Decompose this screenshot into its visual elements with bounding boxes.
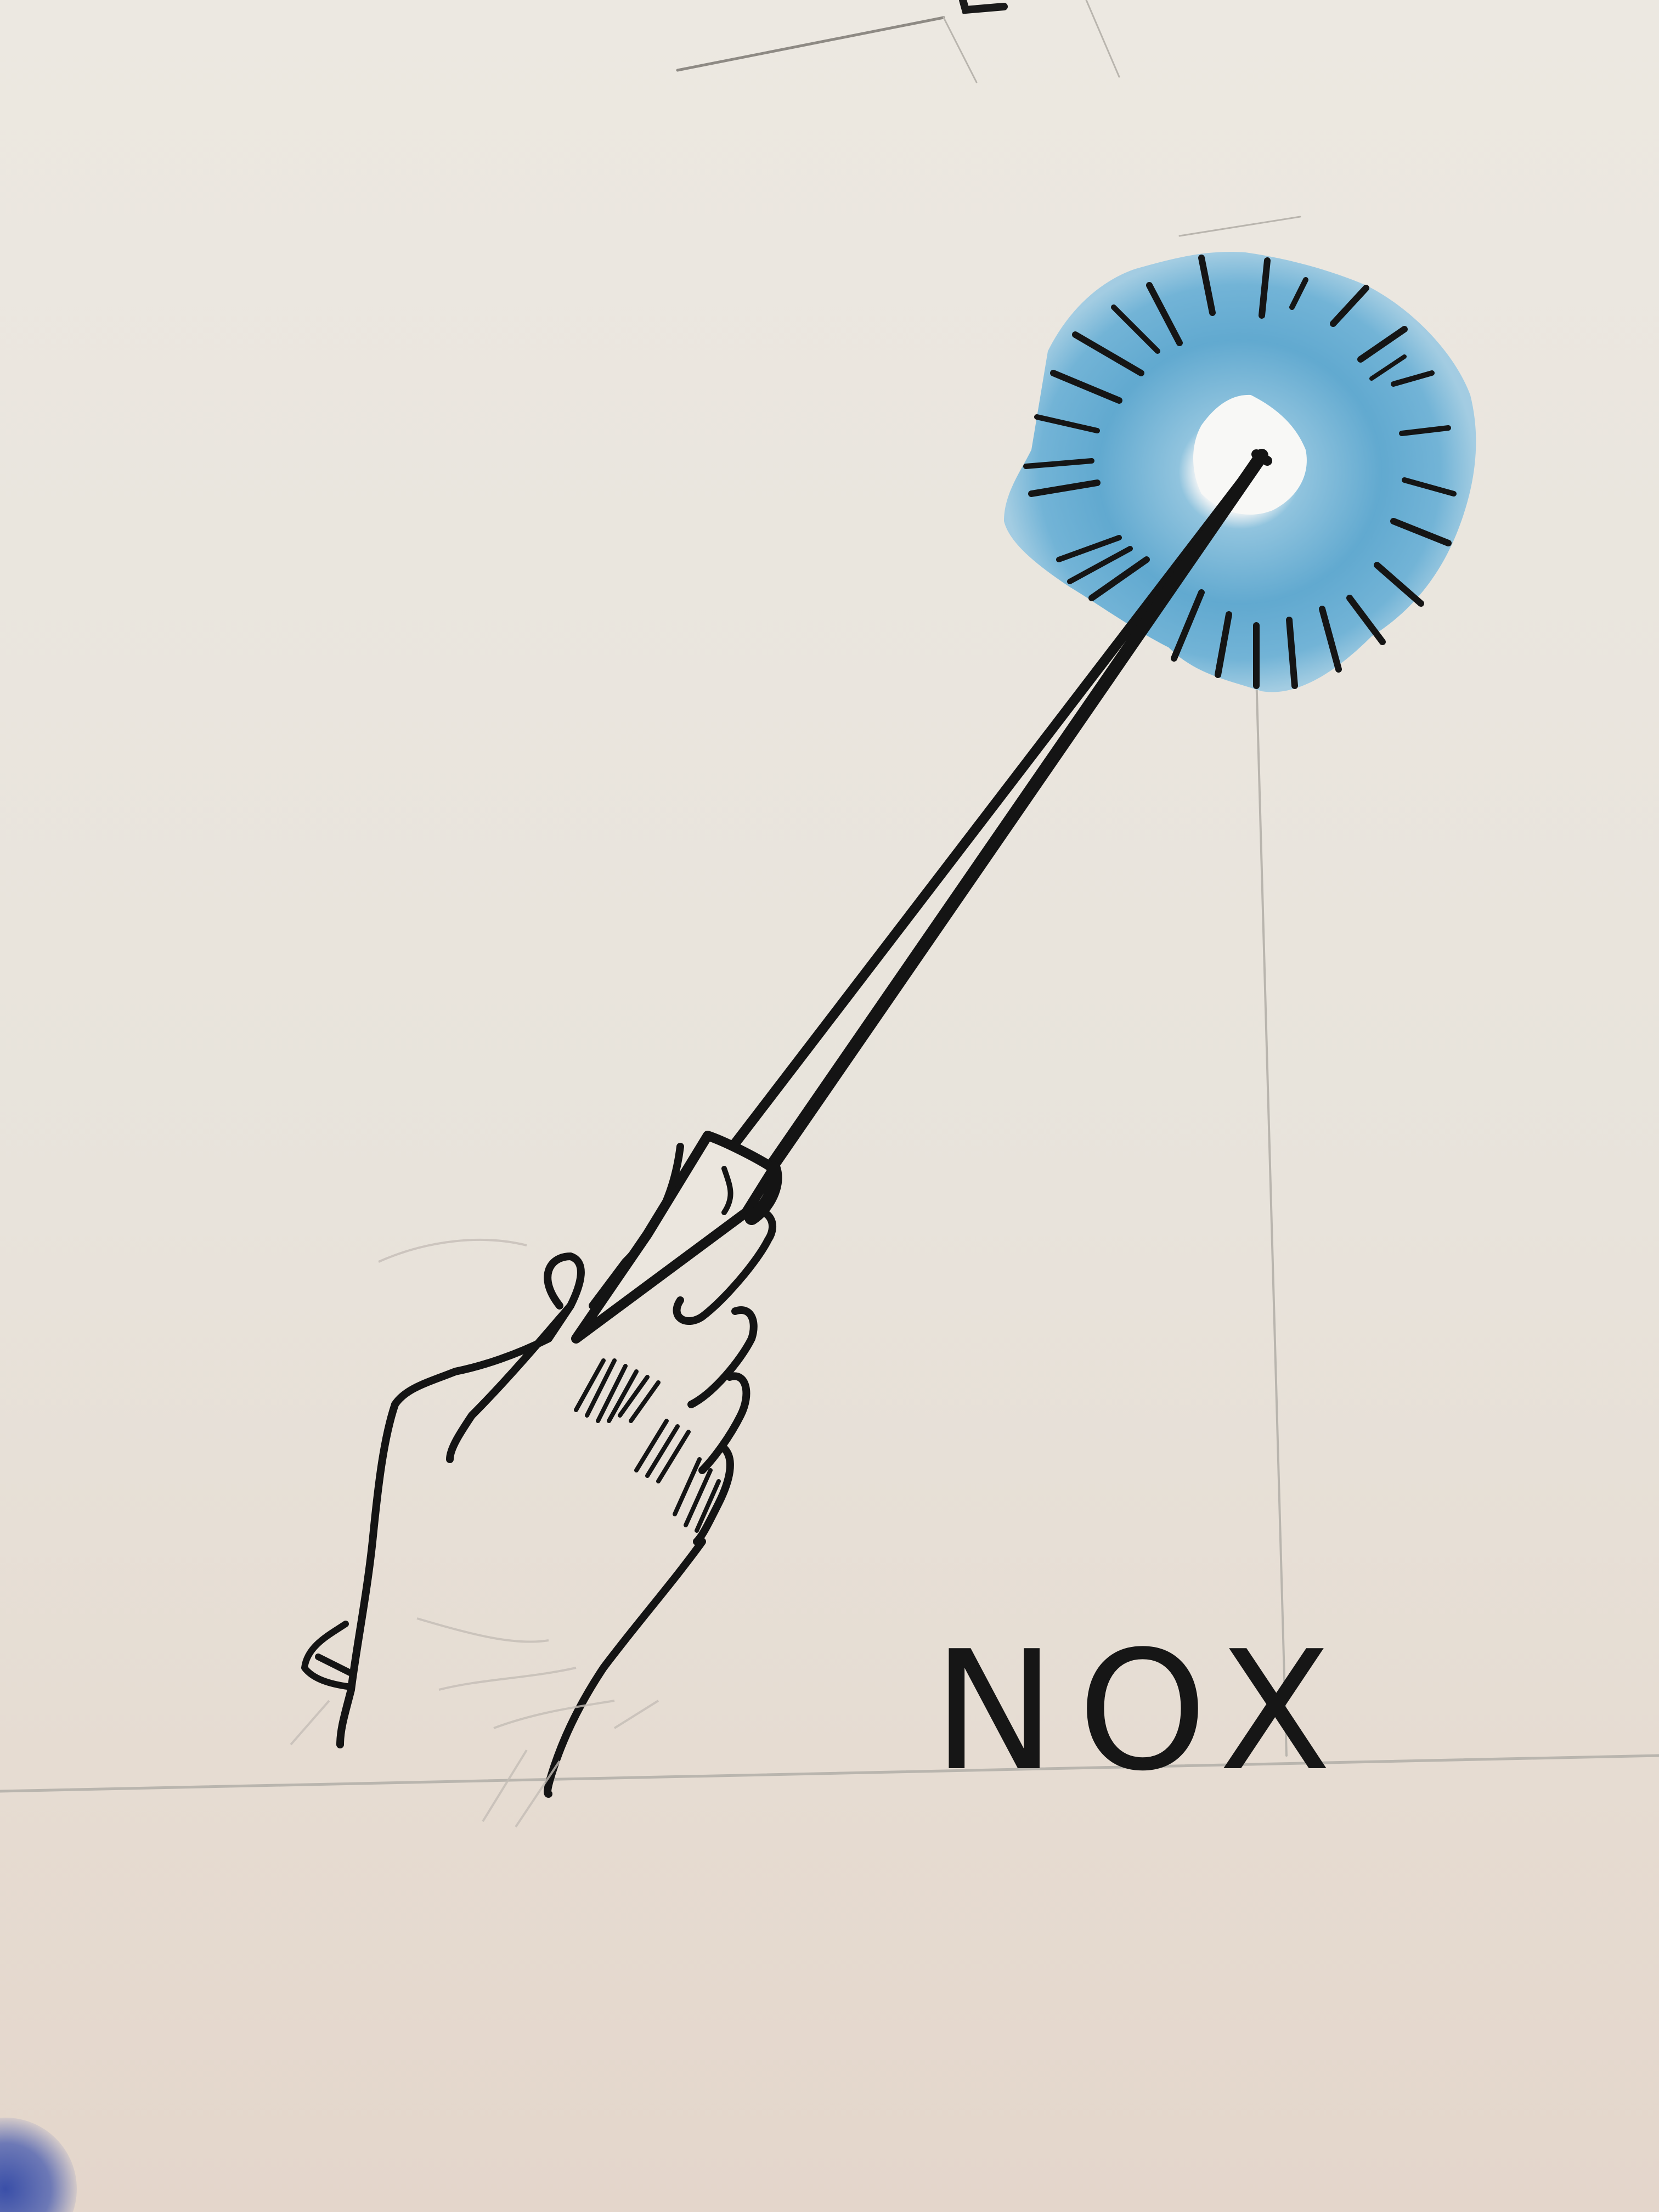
ink-box-fragment bbox=[959, 0, 1008, 14]
wand-icon bbox=[571, 449, 1272, 1344]
caption-text: NOX bbox=[933, 1616, 1353, 1807]
pencil-sketch-marks bbox=[290, 1239, 659, 1828]
wand-light-burst-icon bbox=[1004, 252, 1476, 692]
hand-holding-wand-icon bbox=[301, 1207, 777, 1798]
pencil-guide-lines bbox=[0, 0, 1659, 1793]
